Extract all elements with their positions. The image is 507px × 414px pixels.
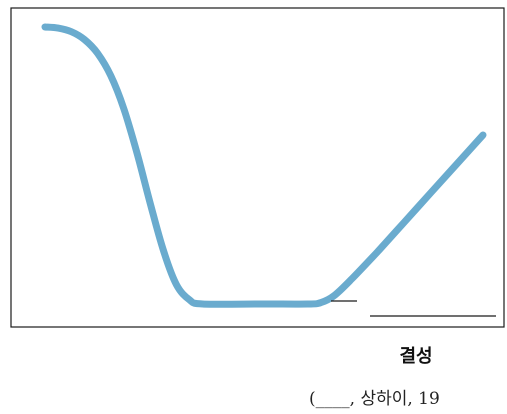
citation-text: (____, 상하이, 19 xyxy=(309,389,440,409)
data-point-1 xyxy=(55,25,62,32)
data-point-0 xyxy=(42,24,49,31)
data-point-6 xyxy=(120,105,127,112)
data-point-18 xyxy=(374,248,381,255)
data-point-21 xyxy=(453,161,460,168)
series-line xyxy=(41,23,487,308)
annotation-label: 결성 xyxy=(399,346,432,367)
data-point-3 xyxy=(81,36,88,43)
data-point-12 xyxy=(199,301,206,308)
data-point-10 xyxy=(173,281,180,288)
data-point-19 xyxy=(401,219,408,226)
data-point-15 xyxy=(317,299,324,306)
plot-frame xyxy=(10,7,505,328)
data-point-17 xyxy=(348,276,355,283)
data-point-22 xyxy=(480,132,487,139)
data-point-11 xyxy=(186,296,193,303)
data-point-8 xyxy=(147,199,154,206)
data-point-13 xyxy=(261,301,268,308)
data-point-7 xyxy=(134,150,141,157)
data-point-4 xyxy=(94,50,101,57)
data-point-20 xyxy=(427,190,434,197)
data-point-14 xyxy=(304,301,311,308)
data-point-2 xyxy=(68,28,75,35)
data-point-16 xyxy=(331,292,338,299)
data-point-9 xyxy=(160,247,167,254)
data-point-5 xyxy=(107,72,114,79)
